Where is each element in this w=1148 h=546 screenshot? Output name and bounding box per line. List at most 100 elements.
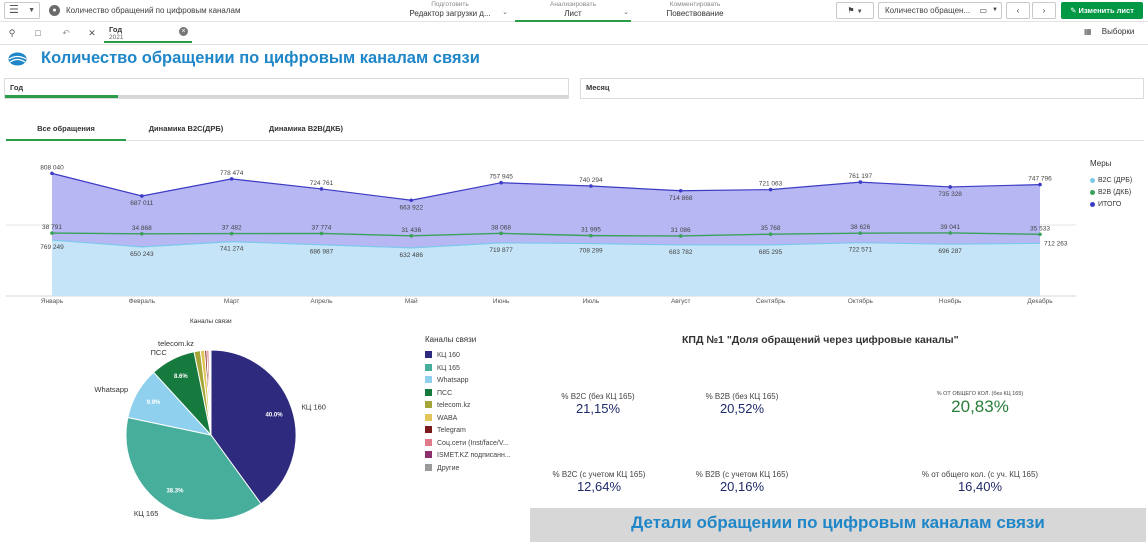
data-point-b2b[interactable]: [409, 234, 414, 238]
bookmark-button[interactable]: ⚑ ▼: [836, 2, 874, 19]
data-point-total[interactable]: [858, 180, 863, 184]
step-back-icon[interactable]: ↶: [62, 28, 70, 38]
pie-legend-item[interactable]: КЦ 160: [425, 351, 460, 359]
data-point-total[interactable]: [768, 187, 773, 192]
chevron-right-icon: ›: [1042, 6, 1046, 15]
data-point-b2b[interactable]: [948, 231, 952, 235]
data-point-b2b[interactable]: [678, 234, 683, 238]
kpi-value: 16,40%: [957, 479, 1003, 494]
legend-item-b2b[interactable]: B2B (ДКБ): [1090, 189, 1131, 196]
tab-prepare-label: Редактор загрузки д...: [409, 9, 491, 18]
data-point-total[interactable]: [50, 171, 54, 176]
data-point-total[interactable]: [678, 188, 683, 193]
close-icon[interactable]: ×: [179, 27, 188, 36]
tab-narrate-caption: Комментировать: [669, 1, 721, 8]
details-navigation-button[interactable]: Детали обращении по цифровым каналам свя…: [530, 508, 1146, 542]
filter-month[interactable]: Месяц: [580, 78, 1144, 99]
data-point-total[interactable]: [319, 187, 324, 191]
data-label-total: 721 063: [759, 181, 783, 188]
data-point-b2b[interactable]: [589, 233, 593, 238]
pie-legend-item[interactable]: Whatsapp: [425, 376, 469, 384]
data-point-b2b[interactable]: [140, 231, 144, 236]
previous-sheet-button[interactable]: ‹: [1006, 2, 1030, 19]
pie-slice-label: Whatsapp: [94, 385, 128, 394]
data-point-b2b[interactable]: [229, 231, 234, 236]
x-tick-label: Август: [671, 298, 691, 305]
tab-analyze[interactable]: Анализировать Лист ⌄: [515, 0, 631, 22]
pie-legend-label: Соц.сети (Inst/face/V...: [437, 439, 509, 447]
sheet-selector[interactable]: Количество обращен... ▭ ▼: [878, 2, 1002, 19]
selections-button[interactable]: ▦ Выборки: [1084, 27, 1134, 36]
data-label-b2c: 712 263: [1044, 240, 1068, 247]
filter-month-label: Месяц: [586, 83, 610, 92]
pie-legend-swatch: [425, 401, 432, 408]
data-label-b2c: 741 274: [220, 246, 244, 253]
pie-legend-item[interactable]: telecom.kz: [425, 401, 470, 409]
pie-legend-item[interactable]: ISMET.KZ подписанн...: [425, 451, 511, 459]
tab-narrate[interactable]: Комментировать Повествование: [650, 0, 740, 22]
x-tick-label: Март: [224, 298, 240, 305]
tab-b2c-dynamics[interactable]: Динамика B2C(ДРБ): [148, 124, 224, 133]
filter-year[interactable]: Год: [4, 78, 569, 99]
data-point-b2b[interactable]: [768, 232, 773, 237]
kpi-total-with-165: % от общего кол. (с уч. КЦ 165) 16,40%: [906, 470, 1054, 494]
data-label-b2b: 31 086: [671, 227, 691, 234]
smart-search-icon[interactable]: ⚲: [8, 28, 16, 38]
pie-legend-item[interactable]: ПСС: [425, 388, 452, 397]
data-label-total: 747 796: [1028, 176, 1052, 183]
data-label-b2c: 650 243: [130, 251, 154, 258]
lasso-select-icon[interactable]: □: [35, 28, 41, 38]
edit-sheet-button[interactable]: ✎ Изменить лист: [1061, 2, 1143, 19]
legend-swatch: [1090, 177, 1095, 183]
data-point-b2b[interactable]: [50, 231, 54, 235]
filter-year-label: Год: [10, 83, 24, 92]
tab-narrate-label: Повествование: [666, 9, 724, 18]
data-label-b2b: 38 791: [42, 224, 62, 231]
pie-legend-label: КЦ 160: [437, 352, 460, 359]
pie-legend-item[interactable]: Соц.сети (Inst/face/V...: [425, 438, 509, 447]
pie-legend-swatch: [425, 438, 432, 446]
x-tick-label: Февраль: [129, 298, 156, 305]
pie-legend-swatch: [425, 363, 432, 371]
pie-legend-item[interactable]: Telegram: [425, 426, 466, 434]
pie-slice[interactable]: [209, 349, 212, 436]
pie-legend-item[interactable]: КЦ 165: [425, 363, 460, 372]
data-point-total[interactable]: [140, 194, 144, 198]
pie-legend-swatch: [425, 463, 432, 471]
data-point-b2b[interactable]: [1038, 232, 1042, 237]
global-menu-button[interactable]: ☰ ▼: [4, 2, 40, 19]
pie-slice[interactable]: [125, 416, 262, 521]
data-point-total[interactable]: [229, 177, 234, 181]
data-point-b2b[interactable]: [858, 231, 863, 235]
tab-b2b-dynamics[interactable]: Динамика B2B(ДКБ): [268, 124, 344, 133]
tab-prepare[interactable]: Подготовить Редактор загрузки д... ⌄: [398, 0, 508, 22]
pie-legend-item[interactable]: Другие: [425, 463, 459, 472]
data-point-total[interactable]: [1038, 182, 1042, 187]
data-label-total: 724 761: [310, 180, 334, 187]
legend-item-total[interactable]: ИТОГО: [1090, 201, 1121, 208]
filter-year-progress-fill: [5, 95, 118, 98]
data-point-total[interactable]: [499, 180, 503, 185]
data-point-total[interactable]: [589, 184, 593, 188]
tab-all-requests[interactable]: Все обращения: [6, 119, 126, 141]
kpi-label: % от общего кол. (с уч. КЦ 165): [921, 470, 1039, 479]
x-tick-label: Июль: [583, 298, 600, 305]
selection-chip-year[interactable]: Год 2021 ×: [104, 23, 192, 43]
pie-legend-label: КЦ 165: [437, 364, 460, 372]
next-sheet-button[interactable]: ›: [1032, 2, 1056, 19]
data-label-total: 808 040: [40, 164, 64, 171]
tab-prepare-caption: Подготовить: [431, 1, 469, 8]
data-label-b2c: 769 249: [40, 244, 64, 251]
legend-item-b2c[interactable]: B2C (ДРБ): [1090, 177, 1132, 184]
data-point-total[interactable]: [409, 198, 414, 203]
pie-slice[interactable]: [210, 349, 297, 505]
data-label-total: 735 328: [938, 191, 962, 198]
clear-selections-icon[interactable]: ✕: [88, 28, 96, 38]
data-point-b2b[interactable]: [319, 231, 324, 236]
pie-legend-item[interactable]: WABA: [425, 413, 457, 422]
x-tick-label: Ноябрь: [939, 297, 962, 305]
data-point-b2b[interactable]: [499, 231, 503, 236]
data-point-total[interactable]: [948, 185, 952, 189]
data-label-total: 663 922: [400, 204, 424, 211]
pie-slice-percent: 38.3%: [166, 489, 184, 495]
